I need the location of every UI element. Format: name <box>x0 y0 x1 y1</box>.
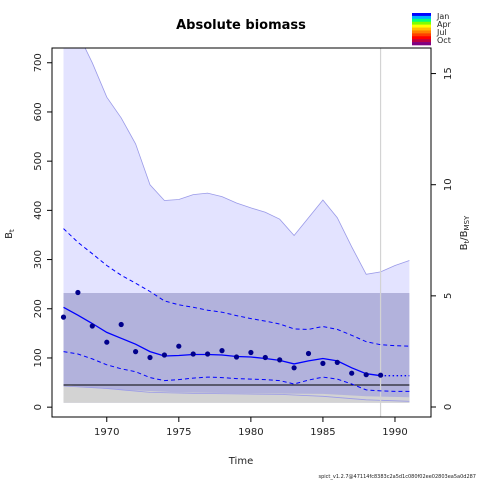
x-tick-label: 1975 <box>166 427 191 438</box>
lower-ci-dashed-line <box>63 351 410 392</box>
legend-color-swatch <box>412 15 431 20</box>
observation-point <box>320 360 326 366</box>
observation-point <box>334 359 340 365</box>
observation-point <box>219 348 225 354</box>
legend-color-swatch <box>412 18 431 23</box>
y-right-label-mid: /B <box>459 230 470 240</box>
observation-point <box>205 351 211 357</box>
y-tick-label: 400 <box>33 201 44 220</box>
ci-lower-edge <box>63 385 410 402</box>
observation-point <box>75 289 81 296</box>
y-right-tick-label: 15 <box>443 67 454 80</box>
svg-text:Bt/BMSY: Bt/BMSY <box>459 215 471 250</box>
biomass-estimate-line <box>63 306 381 377</box>
observation-point <box>190 351 196 357</box>
legend-color-swatch <box>412 39 431 43</box>
y-left-label-main: B <box>4 232 15 239</box>
y-tick-label: 100 <box>33 348 44 367</box>
observation-point <box>161 352 167 358</box>
y-right-label-main: B <box>459 243 470 250</box>
plot-frame <box>51 47 432 418</box>
y-axis-label-right: Bt/BMSY <box>459 215 471 250</box>
observation-point <box>291 365 297 371</box>
legend-label-oct: Oct <box>437 36 451 45</box>
observation-point <box>133 349 139 355</box>
season-legend: Jan Apr Jul Oct <box>412 12 452 46</box>
legend-color-swatch <box>412 27 431 31</box>
observation-point <box>89 323 95 329</box>
y-tick-label: 600 <box>33 102 44 121</box>
observation-point <box>248 349 254 356</box>
y-axis-label-left: Bt <box>4 229 16 239</box>
observation-point <box>104 339 110 345</box>
y-right-label-sub2: MSY <box>463 215 471 230</box>
observation-point <box>363 372 369 378</box>
observation-point <box>305 350 312 357</box>
season-legend-colorbar <box>412 13 431 46</box>
legend-label-jan: Jan <box>436 12 449 21</box>
observation-point <box>349 370 355 376</box>
x-axis-label: Time <box>228 456 253 467</box>
y-right-tick-label: 0 <box>443 404 454 410</box>
legend-label-apr: Apr <box>437 20 452 29</box>
legend-color-swatch <box>412 42 431 46</box>
legend-color-swatch <box>412 36 431 40</box>
plot-area <box>60 48 410 417</box>
chart-title: Absolute biomass <box>176 18 306 33</box>
observation-point <box>277 357 283 363</box>
axes: 1970 1975 1980 1985 199001002003004005006007… <box>33 47 454 438</box>
y-tick-label: 200 <box>33 299 44 318</box>
observation-point <box>118 321 124 328</box>
version-footer: spict_v1.2.7@47114fc8383c2a5d1c080f02ee0… <box>319 474 477 480</box>
svg-text:Bt: Bt <box>4 229 16 239</box>
x-tick-label: 1980 <box>238 427 263 438</box>
observation-point <box>233 354 240 360</box>
legend-label-jul: Jul <box>436 28 447 37</box>
y-right-tick-label: 5 <box>443 293 454 299</box>
legend-color-swatch <box>412 13 431 17</box>
y-tick-label: 300 <box>33 250 44 269</box>
legend-color-swatch <box>412 33 431 37</box>
upper-ci-dashed-line <box>63 228 410 347</box>
observation-point <box>60 314 67 320</box>
y-right-label-sub1: t <box>463 240 471 243</box>
legend-color-swatch <box>412 21 431 25</box>
x-tick-label: 1985 <box>310 427 335 438</box>
y-tick-label: 0 <box>33 404 44 410</box>
legend-color-swatch <box>412 30 431 34</box>
y-left-label-sub: t <box>8 229 16 232</box>
y-right-tick-label: 10 <box>443 178 454 191</box>
y-tick-label: 700 <box>33 53 44 72</box>
x-tick-label: 1970 <box>94 427 119 438</box>
ci-upper-edge <box>63 48 410 275</box>
x-tick-label: 1990 <box>382 427 407 438</box>
observation-point <box>262 354 268 361</box>
observation-point <box>147 354 153 361</box>
legend-color-swatch <box>412 24 431 28</box>
y-tick-label: 500 <box>33 152 44 171</box>
observation-point <box>378 372 384 378</box>
observation-point <box>176 343 182 349</box>
